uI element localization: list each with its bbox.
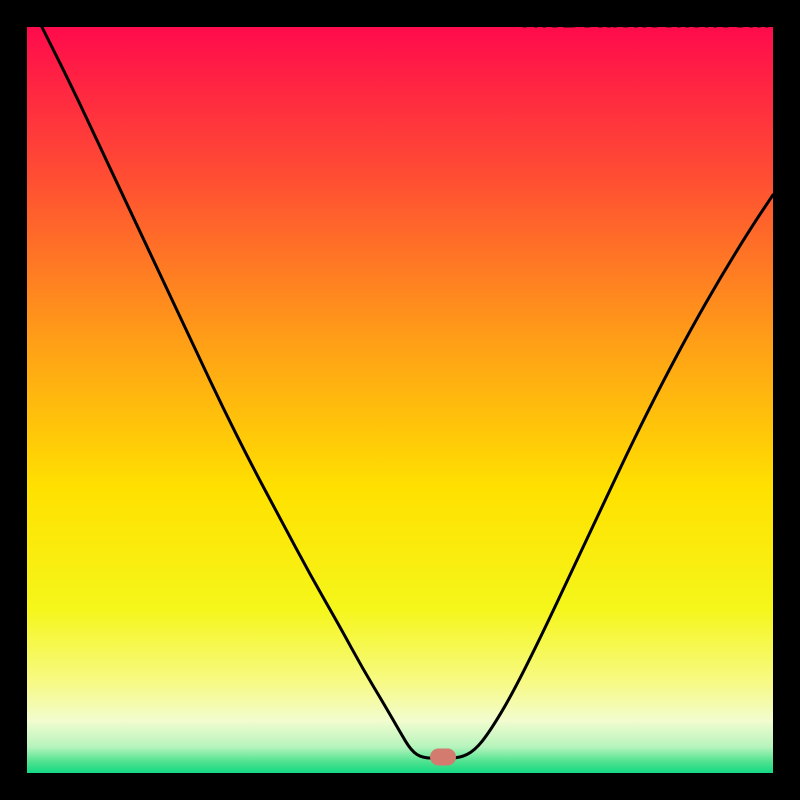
optimal-point-marker <box>430 748 456 765</box>
plot-area <box>27 27 773 773</box>
watermark-text: TheBottlenecker.com <box>517 6 770 35</box>
bottleneck-curve <box>27 27 773 773</box>
curve-path <box>42 27 773 758</box>
chart-frame: TheBottlenecker.com <box>0 0 800 800</box>
